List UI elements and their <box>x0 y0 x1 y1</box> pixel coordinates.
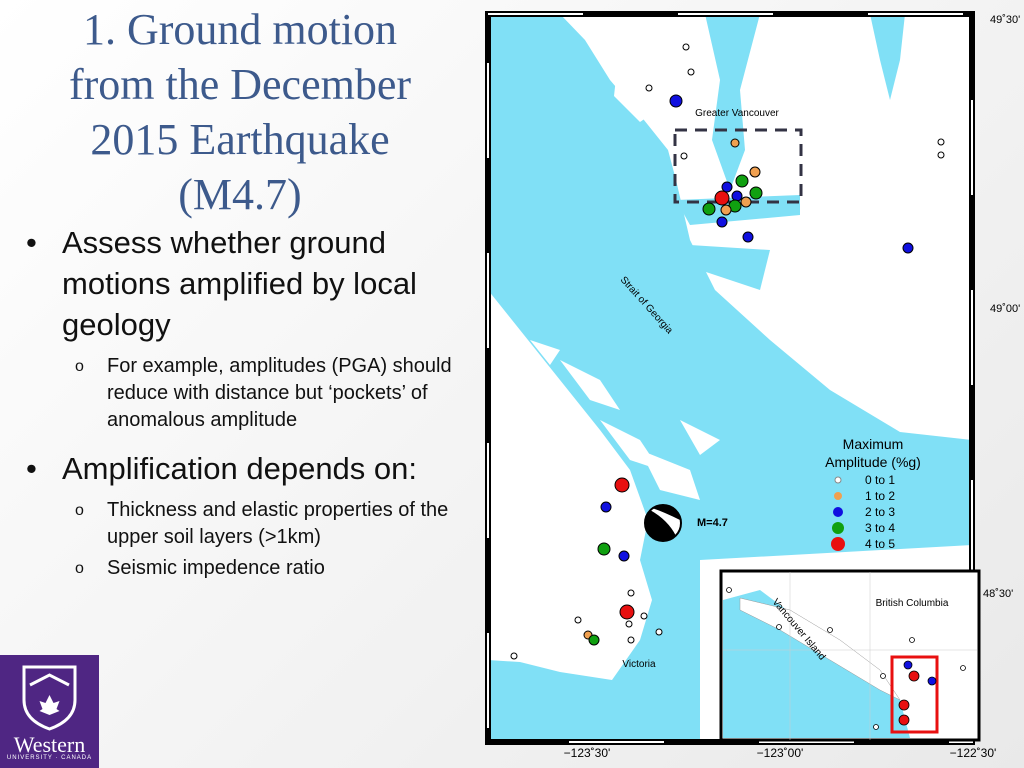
legend-marker <box>833 507 843 517</box>
bullet: Assess whether ground motions amplified … <box>20 222 470 345</box>
legend-label: 4 to 5 <box>865 537 895 551</box>
focal-mechanism <box>644 504 682 542</box>
bullet-list: Assess whether ground motions amplified … <box>20 222 470 586</box>
stations <box>510 43 945 660</box>
lat-label: 49˚30' <box>990 14 1020 26</box>
bullet: Amplification depends on: <box>20 448 470 489</box>
legend-marker <box>834 476 842 484</box>
legend: 0 to 1 1 to 2 2 to 3 3 to 4 4 to 5 <box>831 473 895 551</box>
gulf-islands <box>530 340 720 500</box>
crest <box>22 665 77 731</box>
title-line: (M4.7) <box>178 170 302 219</box>
logo-name: Western <box>13 732 86 757</box>
legend-marker <box>832 522 844 534</box>
legend-marker <box>831 537 845 551</box>
inlet <box>705 14 905 190</box>
logo-subtitle: UNIVERSITY · CANADA <box>6 755 93 761</box>
river <box>676 195 800 290</box>
place-label: Victoria <box>622 659 656 670</box>
slide-title: 1. Ground motion from the December 2015 … <box>0 2 480 222</box>
lat-label: 49˚00' <box>990 303 1020 315</box>
vancouver-island <box>488 290 652 680</box>
lon-label: −122˚30' <box>950 746 997 760</box>
logo: Western UNIVERSITY · CANADA <box>0 655 99 768</box>
lon-label: −123˚30' <box>564 746 611 760</box>
mainland <box>560 14 972 440</box>
place-label: Greater Vancouver <box>695 108 779 119</box>
title-line: 1. Ground motion <box>82 5 398 54</box>
inset-label: British Columbia <box>876 598 949 609</box>
legend-label: 1 to 2 <box>865 489 895 503</box>
lat-label: 48˚30' <box>983 588 1013 600</box>
legend-label: 3 to 4 <box>865 521 895 535</box>
map-frame-ticks <box>487 13 973 743</box>
inset: British Columbia Vancouver Island <box>719 569 981 742</box>
legend-title: Amplitude (%g) <box>825 454 921 470</box>
legend-label: 0 to 1 <box>865 473 895 487</box>
legend-title: Maximum <box>843 436 904 452</box>
sub-bullet: Seismic impedence ratio <box>20 555 470 582</box>
title-line: from the December <box>68 60 412 109</box>
sub-bullet: For example, amplitudes (PGA) should red… <box>20 353 470 434</box>
lon-label: −123˚00' <box>757 746 804 760</box>
title-line: 2015 Earthquake <box>90 115 390 164</box>
legend-marker <box>834 492 842 500</box>
sub-bullet: Thickness and elastic properties of the … <box>20 497 470 551</box>
island <box>614 58 672 122</box>
magnitude-label: M=4.7 <box>697 517 728 529</box>
legend-label: 2 to 3 <box>865 505 895 519</box>
